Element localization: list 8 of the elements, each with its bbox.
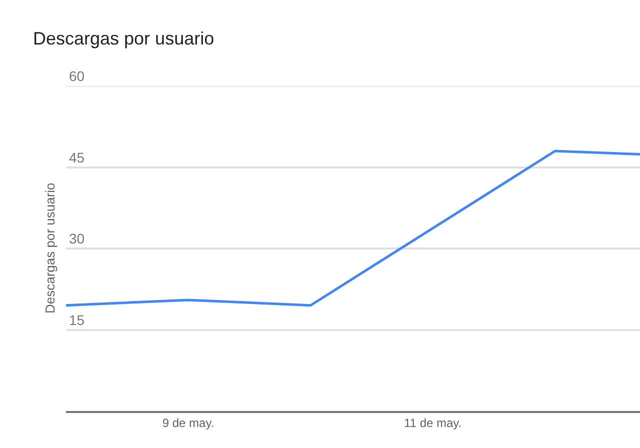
y-tick-label: 45 <box>69 149 85 166</box>
y-tick-label: 15 <box>69 312 85 328</box>
y-tick-label: 30 <box>69 230 85 247</box>
text: Descargas por usuario <box>42 182 58 314</box>
x-tick-label: 9 de may. <box>162 416 214 430</box>
x-tick-label: 11 de may. <box>404 416 462 430</box>
y-axis-title: Descargas por usuario <box>33 28 214 48</box>
y-tick-label: 60 <box>69 68 85 84</box>
